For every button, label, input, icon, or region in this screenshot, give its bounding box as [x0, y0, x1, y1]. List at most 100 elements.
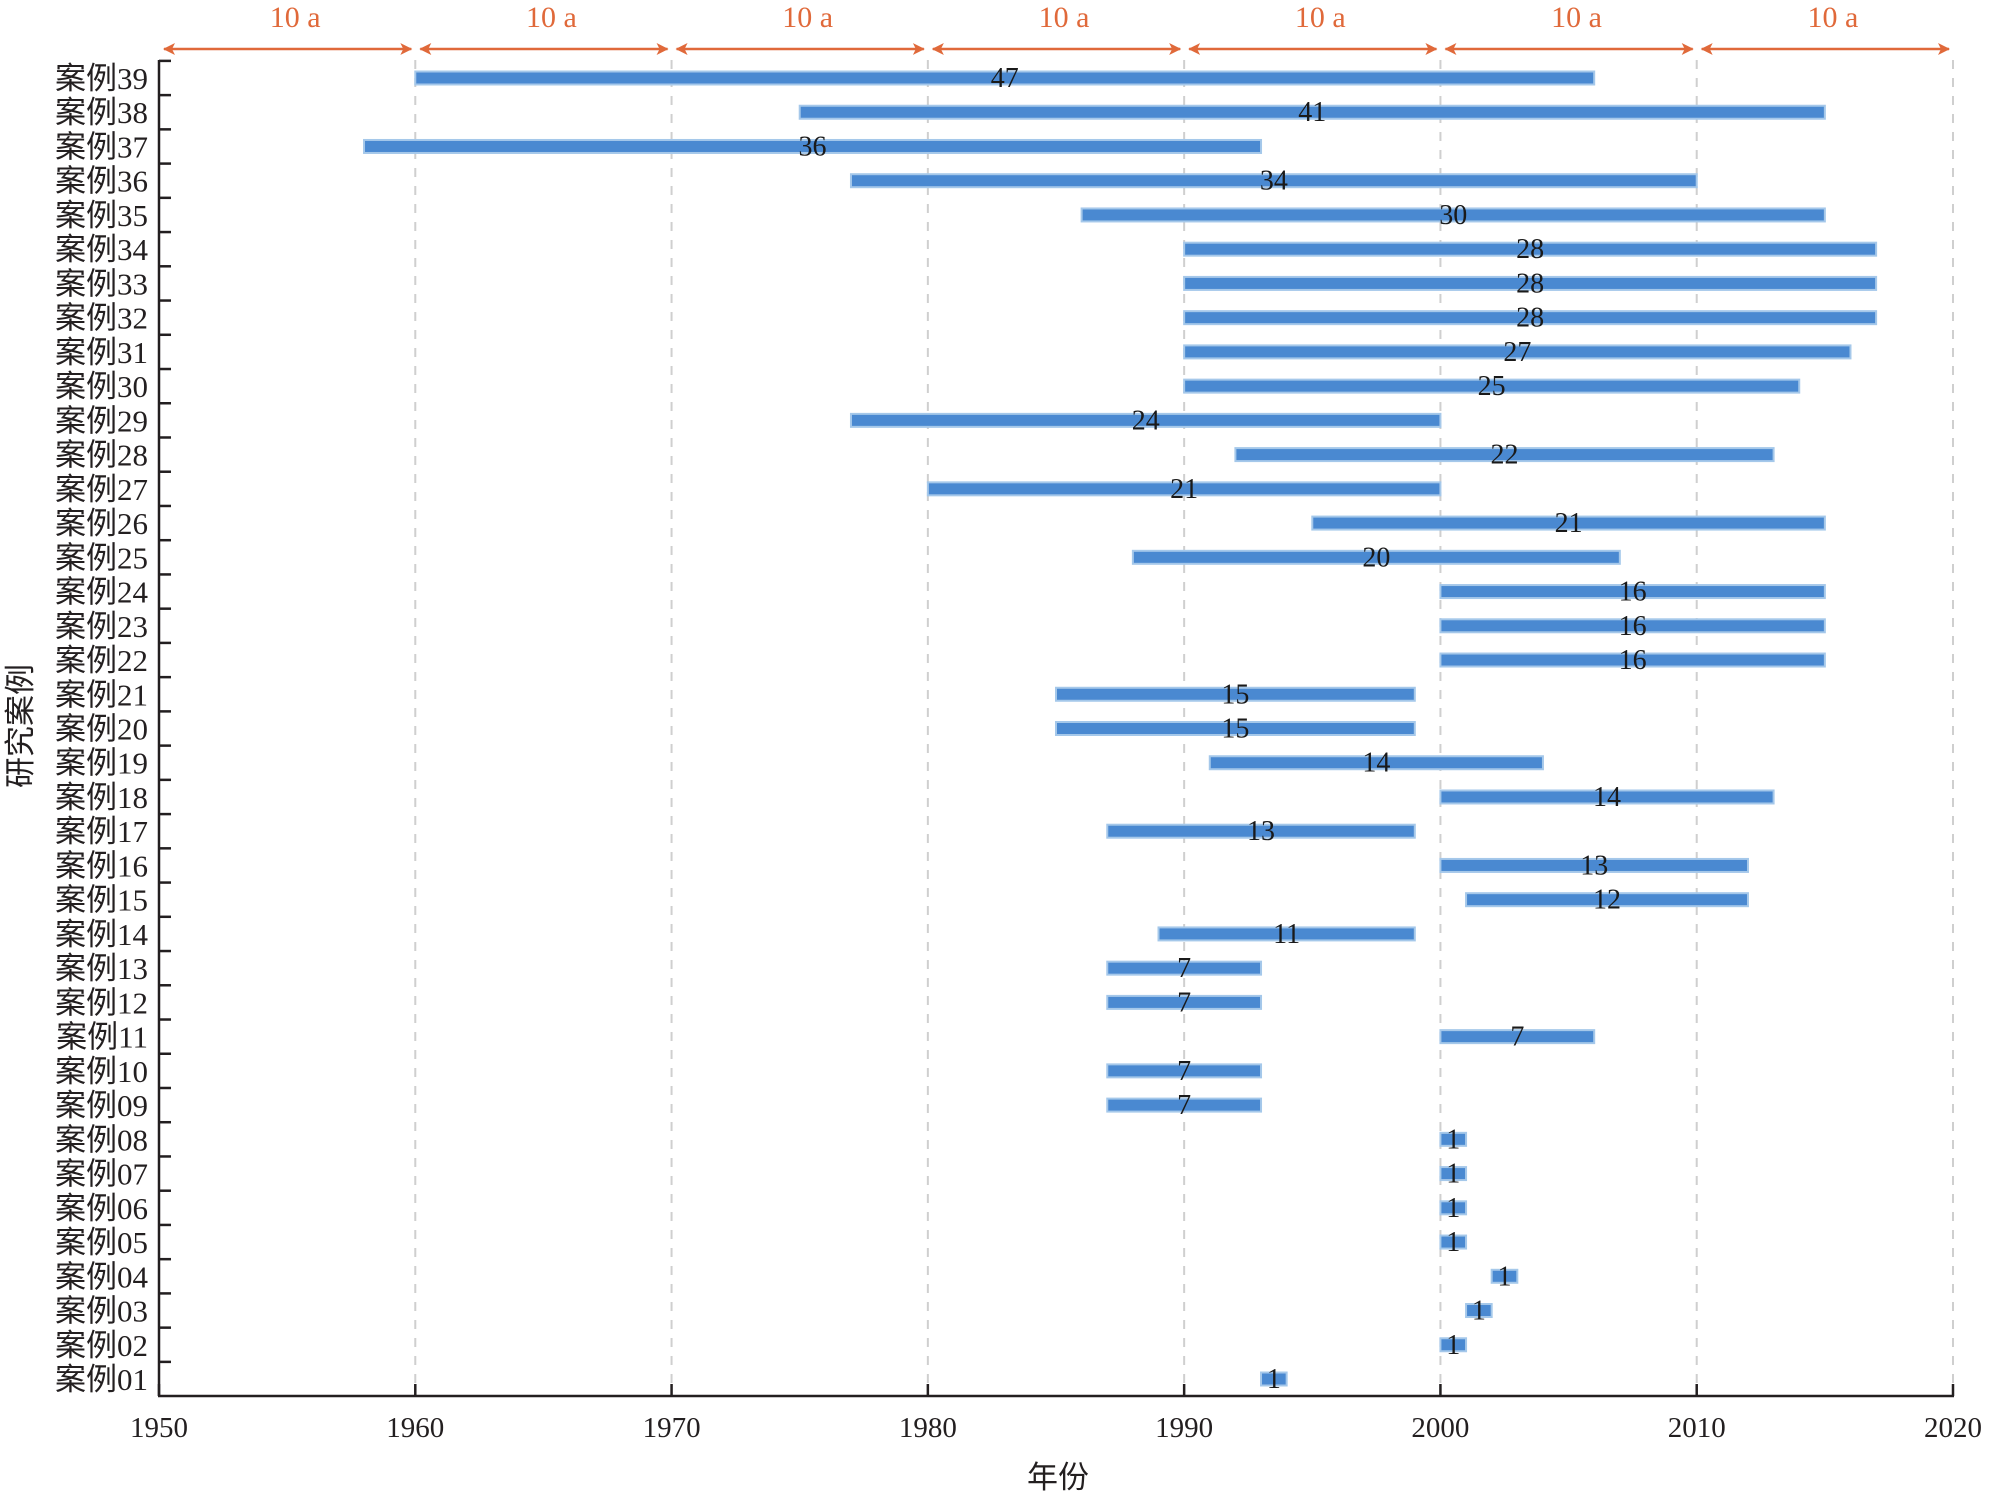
bar-value-label: 13 [1580, 850, 1608, 881]
y-tick-label: 案例26 [55, 506, 148, 541]
bar-value-label: 1 [1446, 1159, 1460, 1190]
bar-案例39 [414, 70, 1596, 86]
bar-案例30 [1183, 378, 1801, 394]
bar-案例08 [1439, 1131, 1468, 1147]
y-tick-label: 案例39 [55, 61, 148, 96]
labels: 1950 1960 1970 1980 1990 2000 2010 2020 案例01 1 案例0… [55, 61, 1982, 1444]
y-axis-title: 研究案例 [3, 664, 38, 788]
bar-案例27 [926, 481, 1442, 497]
y-tick-label: 案例34 [55, 232, 148, 267]
bar-value-label: 13 [1247, 816, 1275, 847]
decade-span-label: 10 a [1807, 1, 1858, 34]
bar-value-label: 12 [1593, 885, 1621, 916]
bar-value-label: 41 [1298, 97, 1326, 128]
x-tick-label: 1950 [130, 1412, 188, 1444]
bar-value-label: 1 [1498, 1261, 1512, 1292]
bars [363, 70, 1878, 1387]
axes [157, 59, 1955, 1398]
y-tick-label: 案例20 [55, 712, 148, 747]
bar-案例23 [1439, 618, 1826, 634]
bar-案例25 [1131, 549, 1621, 565]
bar-案例31 [1183, 344, 1852, 360]
bar-案例19 [1208, 755, 1544, 771]
bar-案例05 [1439, 1234, 1468, 1250]
bar-案例35 [1080, 207, 1826, 223]
bar-案例21 [1055, 686, 1416, 702]
bar-案例12 [1106, 994, 1263, 1010]
y-tick-label: 案例13 [55, 951, 148, 986]
bar-value-label: 15 [1221, 714, 1249, 745]
decade-span-annotations: 10 a 10 a 10 a 10 a 10 a 10 a 10 a [163, 1, 1950, 55]
bar-value-label: 27 [1503, 337, 1531, 368]
y-tick-label: 案例36 [55, 164, 148, 199]
bar-value-label: 34 [1260, 166, 1288, 197]
bar-案例01 [1260, 1371, 1288, 1387]
bar-value-label: 28 [1516, 268, 1544, 299]
bar-案例22 [1439, 652, 1826, 668]
y-tick-label: 案例12 [55, 985, 148, 1020]
y-tick-label: 案例01 [55, 1362, 148, 1397]
bar-value-label: 47 [991, 63, 1019, 94]
y-tick-label: 案例15 [55, 883, 148, 918]
bar-案例16 [1439, 857, 1749, 873]
y-tick-label: 案例25 [55, 540, 148, 575]
bar-案例06 [1439, 1200, 1468, 1216]
y-tick-label: 案例17 [55, 814, 148, 849]
bar-value-label: 7 [1510, 1022, 1524, 1053]
bar-value-label: 20 [1362, 542, 1390, 573]
bar-案例10 [1106, 1063, 1263, 1079]
bar-value-label: 1 [1472, 1296, 1486, 1327]
bar-value-label: 30 [1439, 200, 1467, 231]
bar-案例36 [849, 173, 1698, 189]
bar-value-label: 7 [1177, 1090, 1191, 1121]
y-tick-label: 案例10 [55, 1054, 148, 1089]
y-tick-label: 案例24 [55, 575, 148, 610]
bar-value-label: 7 [1177, 987, 1191, 1018]
bar-value-label: 7 [1177, 953, 1191, 984]
y-tick-label: 案例23 [55, 609, 148, 644]
y-tick-label: 案例16 [55, 848, 148, 883]
y-tick-label: 案例37 [55, 129, 148, 164]
bar-value-label: 36 [799, 131, 827, 162]
decade-span-label: 10 a [1551, 1, 1602, 34]
bar-案例09 [1106, 1097, 1263, 1113]
bar-案例14 [1157, 926, 1416, 942]
x-tick-label: 1960 [386, 1412, 444, 1444]
bar-案例18 [1439, 789, 1775, 805]
y-tick-label: 案例32 [55, 301, 148, 336]
y-tick-label: 案例11 [56, 1020, 148, 1055]
y-tick-label: 案例29 [55, 403, 148, 438]
decade-span-label: 10 a [1039, 1, 1090, 34]
bar-案例34 [1183, 241, 1878, 257]
y-tick-label: 案例21 [55, 677, 148, 712]
bar-value-label: 1 [1446, 1227, 1460, 1258]
bar-value-label: 22 [1491, 440, 1519, 471]
bar-value-label: 16 [1619, 611, 1647, 642]
bar-value-label: 28 [1516, 303, 1544, 334]
bar-案例11 [1439, 1029, 1596, 1045]
bar-案例03 [1465, 1303, 1493, 1319]
decade-span-label: 10 a [782, 1, 833, 34]
y-tick-label: 案例14 [55, 917, 148, 952]
bar-value-label: 1 [1446, 1193, 1460, 1224]
x-tick-label: 2000 [1411, 1412, 1469, 1444]
bar-案例26 [1311, 515, 1826, 531]
y-tick-label: 案例19 [55, 746, 148, 781]
y-tick-label: 案例08 [55, 1122, 148, 1157]
bar-value-label: 1 [1446, 1330, 1460, 1361]
bar-value-label: 21 [1170, 474, 1198, 505]
bar-案例07 [1439, 1166, 1468, 1182]
y-tick-label: 案例38 [55, 95, 148, 130]
y-tick-label: 案例07 [55, 1157, 148, 1192]
bar-value-label: 14 [1593, 782, 1621, 813]
y-tick-label: 案例18 [55, 780, 148, 815]
bar-案例04 [1490, 1268, 1519, 1284]
bar-案例13 [1106, 960, 1263, 976]
x-axis-title: 年份 [1027, 1460, 1089, 1495]
x-tick-label: 1980 [899, 1412, 957, 1444]
bar-value-label: 24 [1132, 405, 1160, 436]
bar-案例15 [1465, 892, 1749, 908]
decade-span-label: 10 a [1295, 1, 1346, 34]
decade-span-label: 10 a [270, 1, 321, 34]
